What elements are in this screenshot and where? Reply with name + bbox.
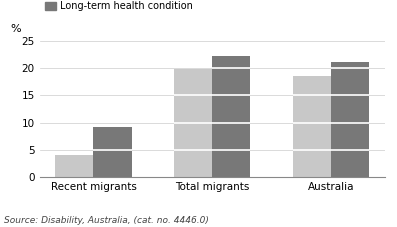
Bar bbox=[56, 155, 93, 177]
Bar bbox=[331, 62, 369, 177]
Bar bbox=[212, 56, 251, 177]
Bar bbox=[93, 127, 131, 177]
Bar bbox=[174, 69, 212, 177]
Bar bbox=[293, 76, 331, 177]
Y-axis label: %: % bbox=[10, 24, 21, 34]
Text: Source: Disability, Australia, (cat. no. 4446.0): Source: Disability, Australia, (cat. no.… bbox=[4, 216, 209, 225]
Legend: Disability, Long-term health condition: Disability, Long-term health condition bbox=[44, 0, 193, 11]
